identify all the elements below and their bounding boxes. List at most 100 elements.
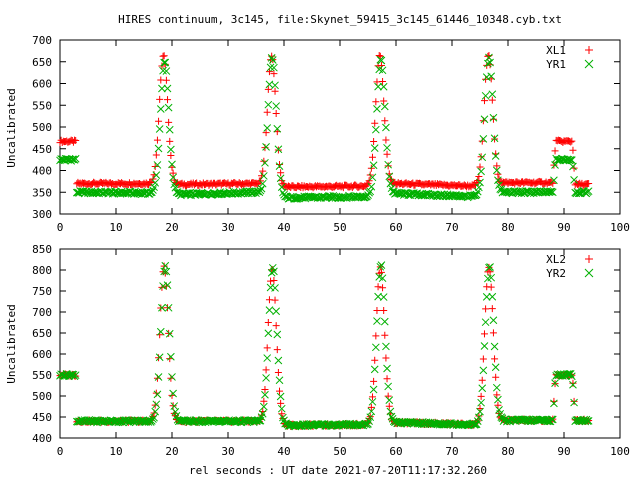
data-point [262, 366, 270, 374]
data-point [150, 183, 158, 192]
data-point [584, 187, 593, 196]
y-tick-label: 450 [32, 411, 52, 424]
data-point [276, 160, 284, 168]
x-tick-label: 90 [557, 221, 570, 234]
data-point [264, 329, 273, 338]
data-point [517, 189, 526, 198]
data-point [550, 161, 558, 169]
data-point [489, 113, 498, 122]
data-point [373, 317, 381, 325]
data-point [255, 416, 264, 425]
data-point [275, 162, 284, 170]
data-point [156, 95, 164, 103]
data-point [268, 56, 277, 64]
data-point [270, 267, 278, 276]
y-tick-label: 650 [32, 327, 52, 340]
data-point [258, 409, 267, 418]
x-tick-label: 40 [277, 445, 290, 458]
data-point [432, 192, 441, 201]
data-point [479, 366, 488, 375]
data-point [567, 138, 575, 146]
legend-label: YR1 [546, 58, 566, 71]
data-point [270, 63, 278, 72]
data-point [383, 150, 391, 158]
data-point [164, 303, 173, 312]
plot-frame [59, 248, 621, 439]
data-point [570, 398, 578, 407]
data-point [272, 110, 280, 118]
x-tick-label: 80 [501, 445, 514, 458]
data-point [482, 305, 490, 313]
data-point [164, 103, 173, 112]
data-point [480, 330, 488, 338]
data-point [263, 354, 272, 362]
data-point [159, 282, 167, 290]
x-tick-label: 50 [333, 445, 346, 458]
data-point [477, 392, 485, 400]
data-point [71, 154, 80, 163]
data-point [380, 97, 388, 105]
data-point [169, 169, 177, 177]
data-point [271, 81, 279, 90]
y-tick-label: 400 [32, 432, 52, 445]
data-point [260, 397, 268, 405]
data-point [495, 409, 503, 417]
data-point [66, 371, 74, 379]
data-point [486, 58, 494, 67]
data-point [367, 407, 376, 416]
data-point [263, 124, 272, 132]
data-point [154, 373, 163, 381]
legend-marker [585, 46, 593, 54]
data-point [274, 356, 283, 365]
data-point [383, 364, 391, 373]
data-point [379, 284, 387, 292]
data-point [169, 389, 177, 398]
data-point [264, 85, 272, 93]
data-point [264, 100, 273, 109]
data-point [262, 142, 270, 151]
data-point [374, 82, 382, 91]
data-point [382, 342, 390, 351]
data-point [490, 134, 499, 143]
y-tick-label: 550 [32, 99, 52, 112]
data-point [261, 385, 269, 393]
data-point [160, 262, 168, 270]
data-point [483, 59, 492, 68]
data-point [150, 413, 158, 422]
data-point [267, 268, 276, 277]
data-point [382, 136, 390, 144]
data-point [492, 166, 501, 175]
data-point [370, 137, 378, 145]
data-point [379, 77, 387, 85]
data-point [493, 162, 501, 170]
data-point [492, 373, 500, 381]
data-point [480, 342, 489, 350]
data-point [137, 190, 146, 199]
data-point [364, 191, 372, 199]
data-point [471, 420, 480, 429]
data-point [550, 176, 558, 185]
data-point [261, 158, 269, 167]
data-point [159, 66, 167, 75]
data-point [158, 84, 166, 93]
data-point [546, 187, 555, 196]
y-tick-label: 500 [32, 121, 52, 134]
legend-marker [584, 268, 594, 278]
data-point [475, 412, 483, 420]
data-point [163, 84, 172, 93]
data-point [152, 151, 160, 159]
data-point [381, 117, 389, 125]
y-tick-label: 550 [32, 369, 52, 382]
data-point [267, 277, 275, 285]
data-point [372, 332, 380, 340]
data-point [162, 267, 171, 276]
data-point [167, 151, 175, 159]
x-tick-label: 70 [445, 221, 458, 234]
data-point [370, 365, 379, 374]
data-point [165, 329, 173, 337]
data-point [479, 355, 487, 363]
data-point [436, 190, 445, 199]
data-point [277, 169, 285, 177]
data-point [367, 182, 376, 191]
data-point [494, 401, 502, 409]
